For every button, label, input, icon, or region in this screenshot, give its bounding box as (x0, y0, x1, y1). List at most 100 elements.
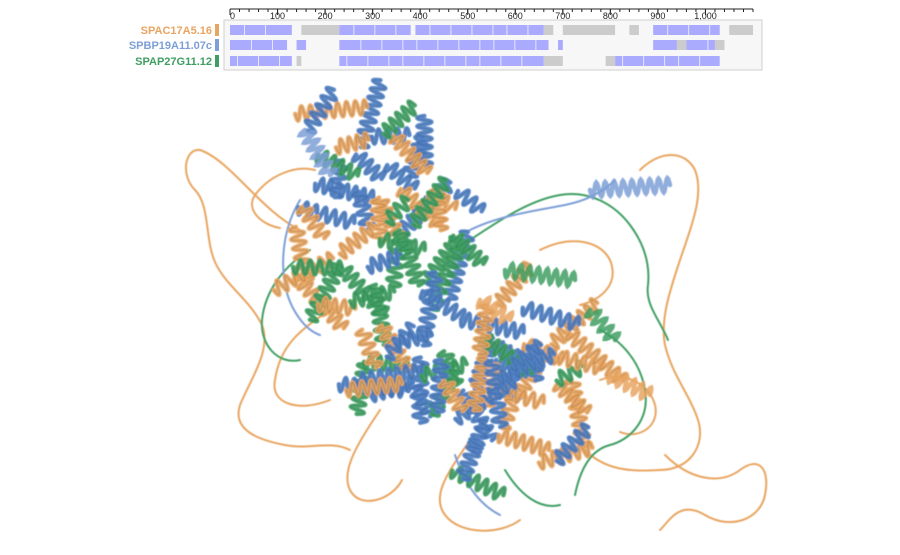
gap-segment (629, 25, 639, 35)
helix-outline (297, 206, 330, 239)
track-color-marker (215, 24, 219, 36)
gap-segment (562, 25, 616, 35)
orange-loop-top-left (251, 167, 316, 229)
residue-axis: 0 100 200 300 400 500 600 700 800 900 1,000 (229, 8, 754, 21)
segment-striation (251, 40, 252, 50)
helix-outline (406, 382, 436, 417)
tick-label: 400 (413, 11, 428, 21)
segment-striation (279, 56, 280, 66)
segment-striation (374, 25, 376, 35)
peripheral-helix (583, 307, 622, 343)
gap-segment (605, 56, 616, 66)
aligned-segment (230, 25, 292, 35)
segment-striation (458, 40, 460, 50)
helix-outline (351, 191, 375, 230)
green-loop-right (574, 329, 647, 496)
superposed-protein-structures (185, 77, 768, 532)
helix-outline (317, 297, 356, 316)
helix-outline (458, 390, 498, 441)
segment-striation (237, 56, 238, 66)
peripheral-helix (296, 127, 339, 178)
segment-striation (707, 40, 709, 50)
gap-segment (296, 56, 302, 66)
gap-segment (676, 40, 687, 50)
segment-striation (521, 56, 523, 66)
helix-outline (314, 178, 374, 204)
aligned-segment (686, 40, 715, 50)
green-structure-loops (260, 193, 669, 507)
helix-outline (416, 115, 433, 166)
orange-structure-loops (185, 148, 768, 532)
segment-striation (643, 56, 645, 66)
segment-striation (272, 40, 273, 50)
segment-striation (265, 25, 266, 35)
aligned-segment (230, 56, 292, 66)
segment-striation (514, 40, 516, 50)
segment-striation (493, 40, 495, 50)
aligned-segment (296, 40, 307, 50)
helix-outline (458, 438, 483, 480)
helix-ribbons (271, 77, 673, 501)
segment-striation (450, 25, 452, 35)
segment-striation (471, 25, 473, 35)
segment-striation (429, 25, 431, 35)
tick-label: 700 (555, 11, 570, 21)
segment-striation (664, 56, 666, 66)
orange-loop-bottom-right (659, 454, 768, 531)
gap-segment (729, 25, 753, 35)
helix-outline (386, 196, 409, 225)
green-loop-bottom (504, 469, 561, 507)
aligned-segment (615, 56, 720, 66)
peripheral-helix (502, 260, 578, 290)
helix-outline (352, 153, 386, 180)
segment-striation (479, 40, 481, 50)
tick-label: 0 (230, 11, 235, 21)
aligned-segment (653, 40, 677, 50)
segment-striation (402, 40, 404, 50)
segment-striation (492, 25, 494, 35)
helix-outline (383, 101, 416, 138)
segment-striation (527, 25, 529, 35)
track-label: SPAP27G11.12 (135, 56, 212, 68)
segment-striation (353, 25, 355, 35)
helix-outline (556, 423, 590, 465)
segment-striation (465, 56, 467, 66)
helix-outline (367, 249, 402, 274)
aligned-segment (415, 25, 544, 35)
blue-loop-bottom (454, 454, 501, 516)
gap-segment (301, 25, 340, 35)
helix-outline (395, 327, 432, 350)
segment-striation (506, 25, 508, 35)
segment-striation (437, 40, 439, 50)
track-label: SPAC17A5.16 (141, 25, 212, 37)
tick-label: 200 (318, 11, 333, 21)
peripheral-helix (587, 174, 673, 201)
helix-outline (345, 376, 403, 398)
green-loop-left (260, 249, 311, 362)
aligned-segment (558, 40, 563, 50)
segment-striation (678, 56, 680, 66)
green-loop-top (469, 193, 669, 341)
segment-striation (395, 25, 397, 35)
helix-outline (439, 380, 468, 412)
helix-outline (565, 332, 627, 382)
helix-outline (522, 302, 580, 330)
helix-outline (292, 259, 343, 276)
track-labels: SPAC17A5.16 SPBP19A11.07c SPAP27G11.12 (129, 24, 219, 68)
tick-label: 100 (270, 11, 285, 21)
segment-striation (535, 40, 537, 50)
orange-loop-right (584, 154, 701, 472)
segment-striation (367, 56, 369, 66)
helix-outline (467, 357, 492, 411)
gap-segment (543, 25, 554, 35)
helix-outline (393, 229, 425, 286)
sequence-alignment-viewer: 0 100 200 300 400 500 600 700 800 900 1,000 SPAC17… (129, 8, 763, 71)
helix-outline (427, 239, 466, 311)
helix-outline (449, 234, 487, 266)
orange-loop-left (185, 148, 351, 451)
segment-striation (381, 40, 383, 50)
helix-outline (455, 190, 485, 212)
tick-label: 1,000 (694, 11, 717, 21)
helix-outline (460, 313, 524, 339)
